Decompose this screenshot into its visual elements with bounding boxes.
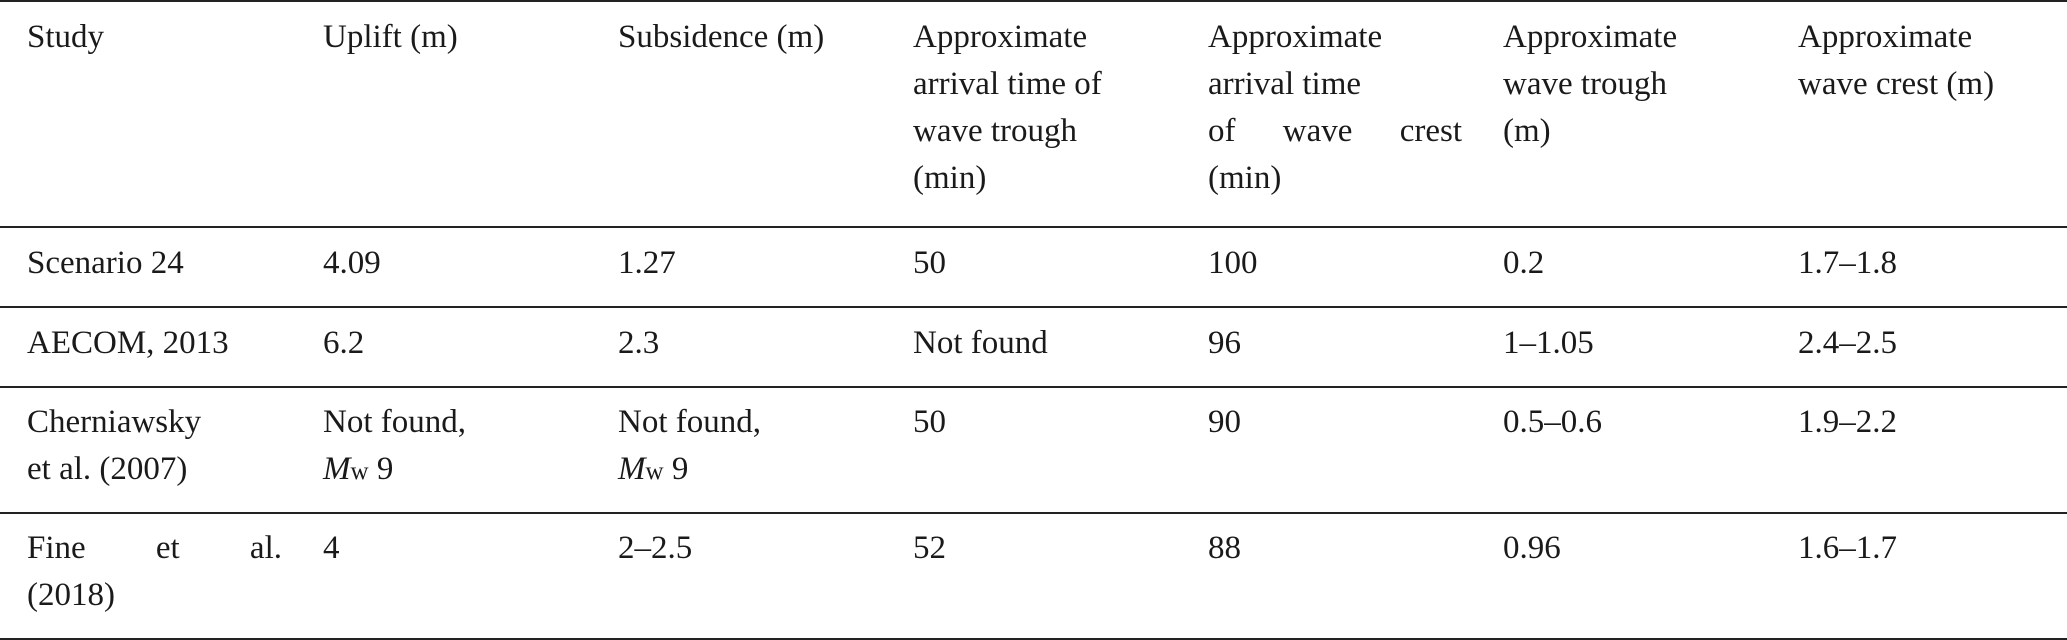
cell-wave-trough: 0.2	[1503, 245, 1545, 281]
table-row: AECOM, 2013 6.2 2.3 Not found 96 1–1.05 …	[0, 307, 2067, 387]
cell-wave-trough: 1–1.05	[1503, 325, 1594, 361]
table-row: Cherniawsky et al. (2007) Not found, Mw …	[0, 387, 2067, 513]
cell-subsidence: Not found, Mw 9	[591, 387, 886, 513]
cell-wave-trough: 0.5–0.6	[1503, 404, 1602, 440]
cell-uplift: 6.2	[323, 325, 365, 361]
cell-trough-arrival-time: 50	[913, 245, 946, 281]
cell-trough-arrival-time: 50	[913, 404, 946, 440]
cell-crest-arrival-time: 88	[1208, 530, 1241, 566]
cell-uplift: 4	[323, 530, 340, 566]
header-row: Study Uplift (m) Subsidence (m) Approxim…	[0, 1, 2067, 227]
table-body: Scenario 24 4.09 1.27 50 100 0.2 1.7–1.8…	[0, 227, 2067, 639]
cell-wave-crest: 1.6–1.7	[1798, 530, 1897, 566]
cell-wave-trough: 0.96	[1503, 530, 1561, 566]
cell-trough-arrival-time: 52	[913, 530, 946, 566]
cell-uplift: 4.09	[323, 245, 381, 281]
table-row: Scenario 24 4.09 1.27 50 100 0.2 1.7–1.8	[0, 227, 2067, 307]
header-uplift: Uplift (m)	[323, 19, 458, 55]
header-subsidence: Subsidence (m)	[618, 19, 825, 55]
cell-subsidence: 2–2.5	[618, 530, 693, 566]
cell-crest-arrival-time: 90	[1208, 404, 1241, 440]
header-wave-crest: Approximate wave crest (m)	[1798, 19, 1995, 102]
moment-magnitude: Mw 9	[323, 451, 394, 487]
cell-trough-arrival-time: Not found	[913, 325, 1048, 361]
cell-crest-arrival-time: 100	[1208, 245, 1258, 281]
header-trough-arrival-time: Approximate arrival time of wave trough …	[913, 19, 1102, 196]
cell-subsidence: 1.27	[618, 245, 676, 281]
cell-wave-crest: 1.9–2.2	[1798, 404, 1897, 440]
cell-study: AECOM, 2013	[27, 325, 229, 361]
header-crest-arrival-time: Approximate arrival time of wave crest (…	[1208, 19, 1462, 196]
header-study: Study	[27, 19, 105, 55]
cell-study: Cherniawsky et al. (2007)	[27, 404, 202, 487]
cell-crest-arrival-time: 96	[1208, 325, 1241, 361]
table-header: Study Uplift (m) Subsidence (m) Approxim…	[0, 1, 2067, 227]
table-row: Fine et al. (2018) 4 2–2.5 52 88 0.96 1.…	[0, 513, 2067, 639]
cell-study: Fine et al. (2018)	[27, 530, 282, 613]
moment-magnitude: Mw 9	[618, 451, 689, 487]
cell-study: Scenario 24	[27, 245, 184, 281]
cell-uplift: Not found, Mw 9	[296, 387, 591, 513]
cell-subsidence: 2.3	[618, 325, 660, 361]
cell-wave-crest: 1.7–1.8	[1798, 245, 1897, 281]
cell-wave-crest: 2.4–2.5	[1798, 325, 1897, 361]
header-wave-trough: Approximate wave trough (m)	[1503, 19, 1678, 149]
